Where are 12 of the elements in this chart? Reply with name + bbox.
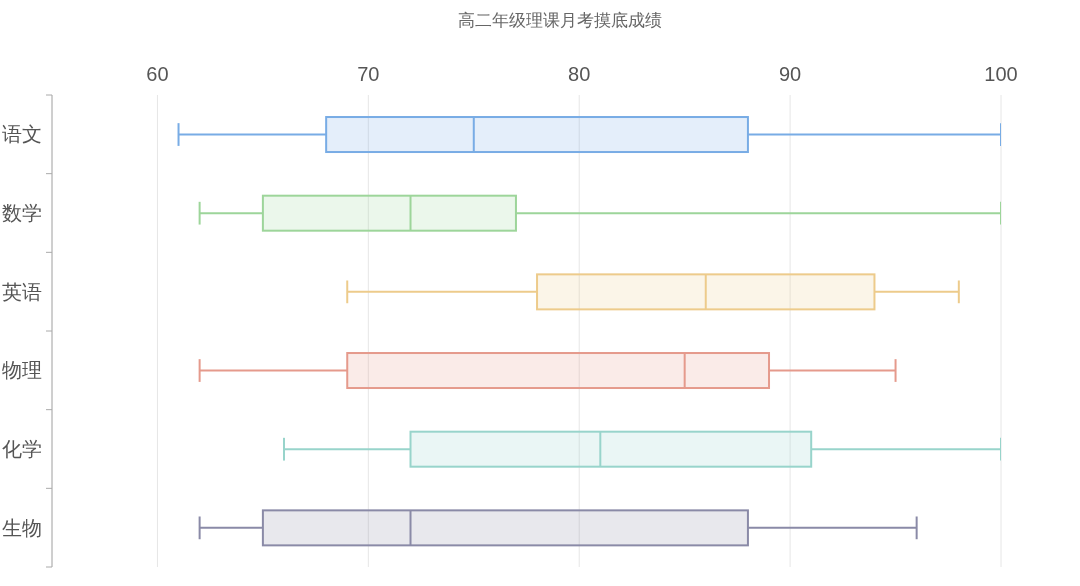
y-tick-label: 英语 xyxy=(2,280,42,303)
y-tick-label: 物理 xyxy=(2,359,42,382)
x-tick-label: 60 xyxy=(146,63,169,85)
y-tick-label: 生物 xyxy=(2,516,42,539)
y-tick-label: 语文 xyxy=(2,123,42,146)
x-tick-label: 100 xyxy=(984,63,1018,85)
x-tick-label: 80 xyxy=(568,63,591,85)
chart-title: 高二年级理课月考摸底成绩 xyxy=(457,10,663,32)
x-tick-label: 70 xyxy=(357,63,380,85)
y-tick-label: 化学 xyxy=(2,438,42,460)
y-tick-label: 数学 xyxy=(2,202,42,224)
x-tick-label: 90 xyxy=(778,63,802,85)
